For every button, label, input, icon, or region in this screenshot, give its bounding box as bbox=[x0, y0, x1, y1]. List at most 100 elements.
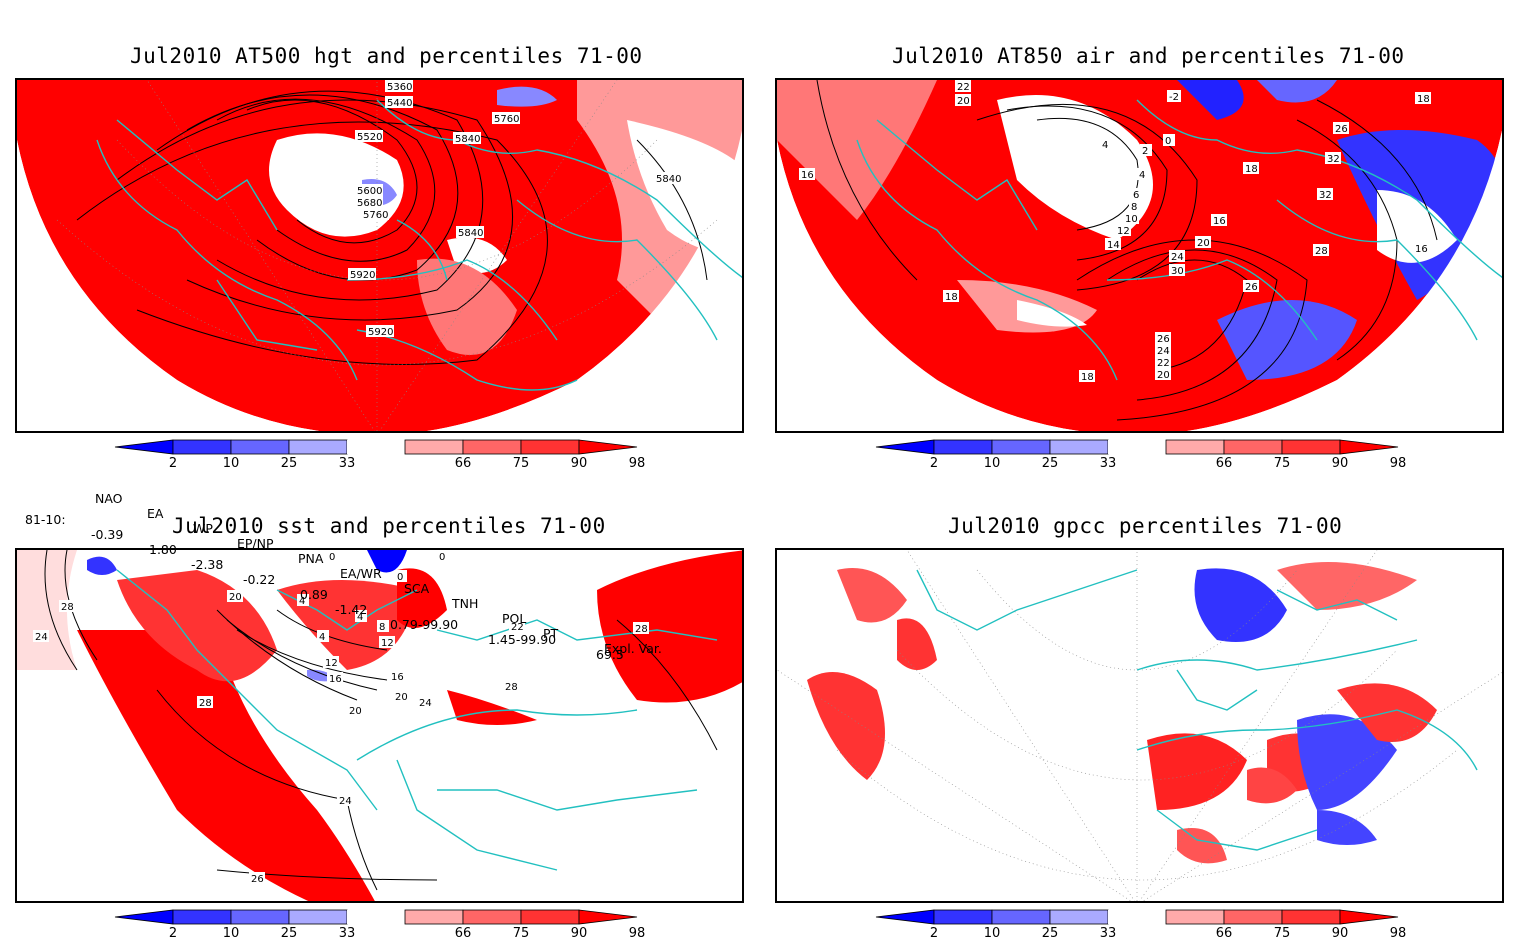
panel-title-at500: Jul2010 AT500 hgt and percentiles 71-00 bbox=[130, 44, 643, 68]
index-value: 0.89 bbox=[300, 587, 328, 602]
contour-label: 28 bbox=[199, 698, 212, 709]
colorbar-tick-label: 2 bbox=[169, 456, 177, 471]
contour-label: 0 bbox=[329, 552, 335, 563]
colorbar-segment bbox=[991, 909, 1051, 925]
colorbar-arrow-low bbox=[114, 909, 174, 925]
contour-label: 24 bbox=[419, 698, 432, 709]
contour-label: 5680 bbox=[357, 198, 382, 209]
colorbar-segment bbox=[1281, 909, 1341, 925]
colorbar-segment bbox=[1281, 439, 1341, 455]
colorbar-segment bbox=[933, 439, 993, 455]
colorbar-segment bbox=[462, 909, 522, 925]
contour-label: 5440 bbox=[387, 98, 412, 109]
contour-label: 5760 bbox=[494, 114, 519, 125]
contour-label: 4 bbox=[1102, 140, 1108, 151]
contour-label: 2 bbox=[1142, 146, 1148, 157]
contour-label: 16 bbox=[801, 170, 814, 181]
colorbar-segment bbox=[1049, 439, 1109, 455]
colorbar-top-left: 2 10 25 33 66 75 90 98 bbox=[114, 438, 645, 478]
index-header: WP bbox=[193, 521, 213, 536]
contour-label: 5920 bbox=[368, 327, 393, 338]
contour-label: 5840 bbox=[458, 228, 483, 239]
map-panel-at500: 5360 5440 5520 5600 5680 5760 5760 5840 … bbox=[15, 78, 744, 433]
map-panel-gpcc bbox=[775, 548, 1504, 903]
contour-label: 30 bbox=[1171, 266, 1184, 277]
index-header: EA/WR bbox=[340, 566, 382, 581]
colorbar-tick-label: 33 bbox=[339, 456, 356, 471]
contour-label: 4 bbox=[357, 612, 363, 623]
map-panel-sst: 28 24 20 0 0 0 4 4 4 8 12 12 16 20 16 20… bbox=[15, 548, 744, 903]
contour-label: 5760 bbox=[363, 210, 388, 221]
contour-label: 6 bbox=[1133, 190, 1139, 201]
contour-label: 16 bbox=[329, 674, 342, 685]
index-value-row: 81-10: -0.39 1.80 -2.38 -0.22 0.89 -1.42… bbox=[25, 497, 624, 677]
colorbar-segment bbox=[347, 910, 405, 924]
contour-label: 24 bbox=[35, 632, 48, 643]
contour-label: 16 bbox=[391, 672, 404, 683]
contour-label: 16 bbox=[1213, 216, 1226, 227]
contour-label: 10 bbox=[1125, 214, 1138, 225]
colorbar-bottom-right: 2 10 25 33 66 75 90 98 bbox=[875, 908, 1406, 948]
colorbar-segment bbox=[462, 439, 522, 455]
colorbar-tick-label: 90 bbox=[571, 456, 588, 471]
colorbar-tick-label: 25 bbox=[1042, 926, 1059, 941]
contour-label: 8 bbox=[1131, 202, 1137, 213]
colorbar-segment bbox=[172, 909, 232, 925]
colorbar-segment bbox=[172, 439, 232, 455]
contour-label: 22 bbox=[1157, 358, 1170, 369]
contour-label: 28 bbox=[1315, 246, 1328, 257]
colorbar: 2 10 25 33 66 75 90 98 bbox=[875, 909, 1406, 941]
contour-label: 0 bbox=[397, 572, 403, 583]
contour-label: 26 bbox=[1157, 334, 1170, 345]
contour-label: 24 bbox=[1157, 346, 1170, 357]
index-value: 0.79-99.90 bbox=[390, 617, 459, 632]
colorbar-arrow-high bbox=[578, 439, 638, 455]
colorbar-arrow-high bbox=[1339, 439, 1399, 455]
contour-label: 32 bbox=[1327, 154, 1340, 165]
contour-label: 18 bbox=[1081, 372, 1094, 383]
contour-label: 5600 bbox=[357, 186, 382, 197]
index-header: SCA bbox=[404, 581, 430, 596]
colorbar-tick-label: 90 bbox=[1332, 456, 1349, 471]
colorbar-tick-label: 75 bbox=[513, 926, 530, 941]
contour-label: 28 bbox=[635, 624, 648, 635]
colorbar-tick-label: 98 bbox=[1390, 456, 1407, 471]
colorbar-tick-label: 66 bbox=[455, 456, 472, 471]
contour-label: 12 bbox=[1117, 226, 1130, 237]
contour-label: 32 bbox=[1319, 190, 1332, 201]
colorbar-arrow-low bbox=[114, 439, 174, 455]
colorbar-arrow-high bbox=[578, 909, 638, 925]
colorbar-segment bbox=[520, 909, 580, 925]
colorbar-segment bbox=[347, 440, 405, 454]
map-panel-at850: 22 20 16 18 4 2 -2 0 4 6 8 10 12 14 16 1… bbox=[775, 78, 1504, 433]
index-header: TNH bbox=[452, 596, 479, 611]
colorbar-tick-label: 2 bbox=[930, 926, 938, 941]
colorbar-arrow-high bbox=[1339, 909, 1399, 925]
colorbar-tick-label: 10 bbox=[984, 456, 1001, 471]
colorbar-segment bbox=[1165, 439, 1225, 455]
contour-label: 12 bbox=[325, 658, 338, 669]
index-header: EP/NP bbox=[237, 536, 274, 551]
contour-label: 4 bbox=[1139, 170, 1145, 181]
contour-label: 28 bbox=[505, 682, 518, 693]
panel-title-at850: Jul2010 AT850 air and percentiles 71-00 bbox=[892, 44, 1405, 68]
colorbar-segment bbox=[230, 439, 290, 455]
colorbar-tick-label: 33 bbox=[1100, 456, 1117, 471]
index-value: 1.80 bbox=[149, 542, 177, 557]
colorbar-segment bbox=[288, 909, 348, 925]
outside-area bbox=[17, 140, 377, 431]
contour-label: 4 bbox=[299, 596, 305, 607]
colorbar-tick-label: 2 bbox=[169, 926, 177, 941]
colorbar-segment bbox=[230, 909, 290, 925]
contour-label: 22 bbox=[957, 82, 970, 93]
colorbar-segment bbox=[404, 439, 464, 455]
contour-label: 0 bbox=[1165, 136, 1171, 147]
contour-label: 20 bbox=[395, 692, 408, 703]
contour-label: 20 bbox=[349, 706, 362, 717]
colorbar-tick-label: 33 bbox=[339, 926, 356, 941]
colorbar-tick-label: 90 bbox=[1332, 926, 1349, 941]
map-at500: 5360 5440 5520 5600 5680 5760 5760 5840 … bbox=[17, 80, 742, 431]
contour-label: 5840 bbox=[656, 174, 681, 185]
colorbar-tick-label: 66 bbox=[455, 926, 472, 941]
index-value: -0.22 bbox=[243, 572, 276, 587]
